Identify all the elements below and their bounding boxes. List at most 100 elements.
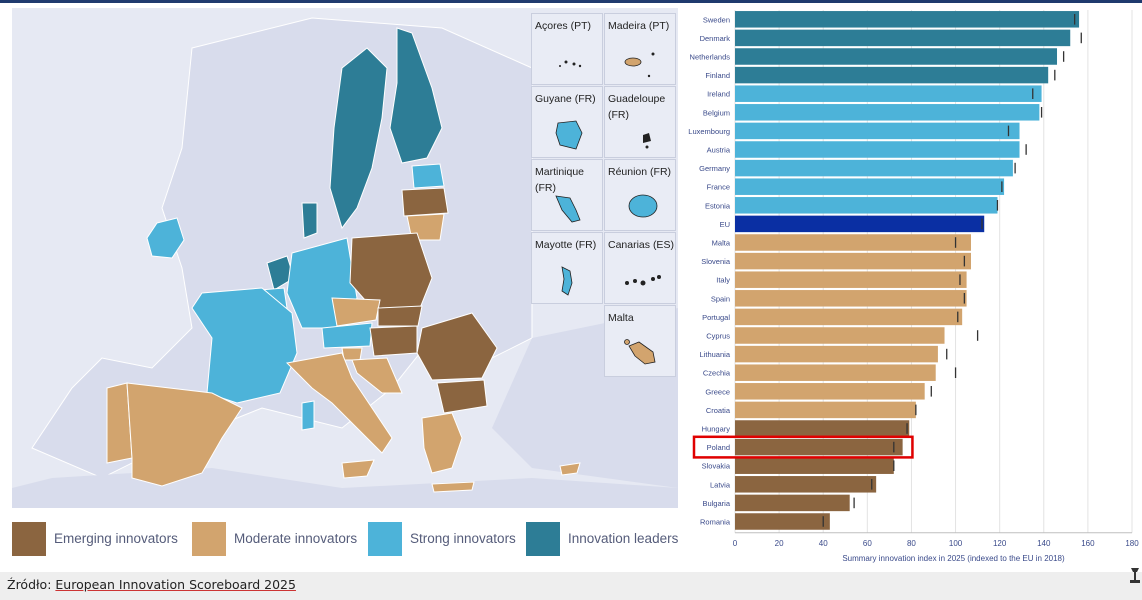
category-label: Czechia: [703, 369, 731, 378]
category-label: Slovakia: [702, 462, 731, 471]
hungary-shape: [369, 325, 418, 357]
czechia-shape: [331, 297, 381, 327]
legend-label: Moderate innovators: [234, 531, 358, 546]
spain-shape: [126, 382, 243, 487]
category-label: Romania: [700, 518, 731, 527]
bar-spain: [735, 290, 967, 307]
bar-belgium: [735, 104, 1040, 121]
category-label: Croatia: [706, 406, 731, 415]
bar-germany: [735, 159, 1013, 177]
slovakia-shape: [377, 305, 423, 327]
inset-mayotte: Mayotte (FR): [531, 232, 603, 304]
non-eu-land: [192, 173, 237, 268]
source-link[interactable]: European Innovation Scoreboard 2025: [55, 577, 296, 592]
legend-swatch: [368, 522, 402, 556]
greece-shape: [421, 412, 463, 474]
inset-acores: Açores (PT): [531, 13, 603, 85]
bar-portugal: [735, 308, 963, 326]
bar-sweden: [735, 11, 1080, 28]
inset-canarias: Canarias (ES): [604, 232, 676, 304]
bar-austria: [735, 141, 1020, 158]
bar-slovenia: [735, 252, 971, 270]
bar-cyprus: [735, 327, 945, 344]
x-axis-title: Summary innovation index in 2025 (indexe…: [842, 554, 1065, 563]
x-tick-label: 180: [1125, 539, 1139, 548]
inset-malta: Malta: [604, 305, 676, 377]
category-label: Netherlands: [690, 53, 731, 62]
inset-label: Madeira (PT): [608, 20, 670, 32]
inset-grid: Açores (PT) Madeira (PT) Guyane (FR) Gua…: [531, 13, 677, 377]
sardinia-shape: [301, 400, 315, 431]
x-tick-label: 60: [863, 539, 872, 548]
bar-greece: [735, 383, 925, 400]
cyprus-shape: [559, 462, 581, 476]
legend-label: Strong innovators: [410, 531, 516, 546]
top-border: [0, 0, 1142, 3]
source-prefix: Źródło:: [7, 577, 52, 592]
latvia-shape: [401, 187, 449, 217]
category-label: Bulgaria: [702, 499, 730, 508]
x-tick-label: 120: [993, 539, 1007, 548]
category-label: Latvia: [710, 480, 731, 489]
legend-label: Emerging innovators: [54, 531, 178, 546]
sweden-shape: [329, 47, 388, 230]
category-label: Belgium: [703, 108, 730, 117]
bar-estonia: [735, 197, 998, 214]
bar-luxembourg: [735, 122, 1020, 140]
inset-guyane: Guyane (FR): [531, 86, 603, 158]
category-label: Malta: [712, 239, 731, 248]
inset-martinique: Martinique (FR): [531, 159, 603, 231]
bar-latvia: [735, 476, 877, 493]
inset-label: Mayotte (FR): [535, 239, 597, 251]
category-label: Slovenia: [701, 257, 731, 266]
poland-shape: [349, 232, 433, 309]
category-label: Spain: [711, 294, 730, 303]
inset-label: Malta: [608, 312, 634, 324]
bar-chart-panel: 0 20 40 60 80 100 120 140 160 180 Sweden Denmark Net…: [678, 5, 1142, 570]
inset-label: Canarias (ES): [608, 239, 674, 251]
inset-label: Guadeloupe (FR): [608, 93, 666, 121]
bar-romania: [735, 513, 830, 530]
category-label: Poland: [707, 443, 730, 452]
crete-shape: [431, 481, 475, 493]
bar-slovakia: [735, 457, 894, 474]
x-tick-label: 100: [949, 539, 963, 548]
bar-eu: [735, 215, 985, 233]
inset-guadeloupe: Guadeloupe (FR): [604, 86, 676, 158]
category-label: Germany: [699, 164, 730, 173]
category-label: Sweden: [703, 15, 730, 24]
bar-czechia: [735, 364, 936, 381]
inset-label: Açores (PT): [535, 20, 592, 32]
non-eu-land: [432, 68, 532, 218]
x-tick-label: 160: [1081, 539, 1095, 548]
category-label: Lithuania: [700, 350, 731, 359]
category-label: Italy: [716, 276, 730, 285]
bar-croatia: [735, 401, 916, 419]
denmark-shape: [301, 202, 318, 239]
map-legend: Emerging innovators Moderate innovators …: [12, 512, 678, 568]
finland-shape: [389, 27, 443, 164]
romania-shape: [416, 312, 498, 381]
inset-reunion: Réunion (FR): [604, 159, 676, 231]
legend-label: Innovation leaders: [568, 531, 679, 546]
legend-swatch: [12, 522, 46, 556]
bar-chart: 0 20 40 60 80 100 120 140 160 180 Sweden Denmark Net…: [688, 10, 1139, 563]
inset-madeira: Madeira (PT): [604, 13, 676, 85]
category-label: Portugal: [702, 313, 730, 322]
category-label: Estonia: [705, 201, 731, 210]
sicily-shape: [341, 459, 375, 479]
slovenia-shape: [341, 347, 363, 361]
highlight-box: [692, 435, 914, 459]
bar-netherlands: [735, 48, 1058, 65]
france-shape: [191, 287, 298, 404]
bulgaria-shape: [436, 379, 488, 414]
bar-bulgaria: [735, 494, 850, 512]
legend-swatch: [526, 522, 560, 556]
europe-map: Açores (PT) Madeira (PT) Guyane (FR) Gua…: [12, 8, 678, 508]
footer: Źródło: European Innovation Scoreboard 2…: [0, 572, 1142, 600]
bar-ireland: [735, 85, 1042, 102]
x-tick-label: 20: [775, 539, 784, 548]
x-tick-label: 40: [819, 539, 828, 548]
estonia-shape: [411, 163, 445, 189]
x-tick-label: 80: [907, 539, 916, 548]
